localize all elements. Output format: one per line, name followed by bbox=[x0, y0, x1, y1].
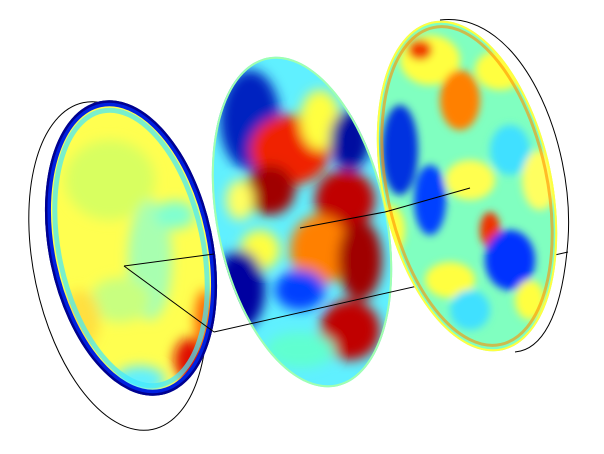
slice-left bbox=[30, 84, 240, 412]
axis-center-left bbox=[123, 253, 215, 267]
axis-center-mid bbox=[299, 211, 386, 229]
right-rim-outline bbox=[439, 19, 570, 353]
axis-back-left bbox=[123, 265, 215, 333]
axis-center-right bbox=[384, 187, 471, 213]
